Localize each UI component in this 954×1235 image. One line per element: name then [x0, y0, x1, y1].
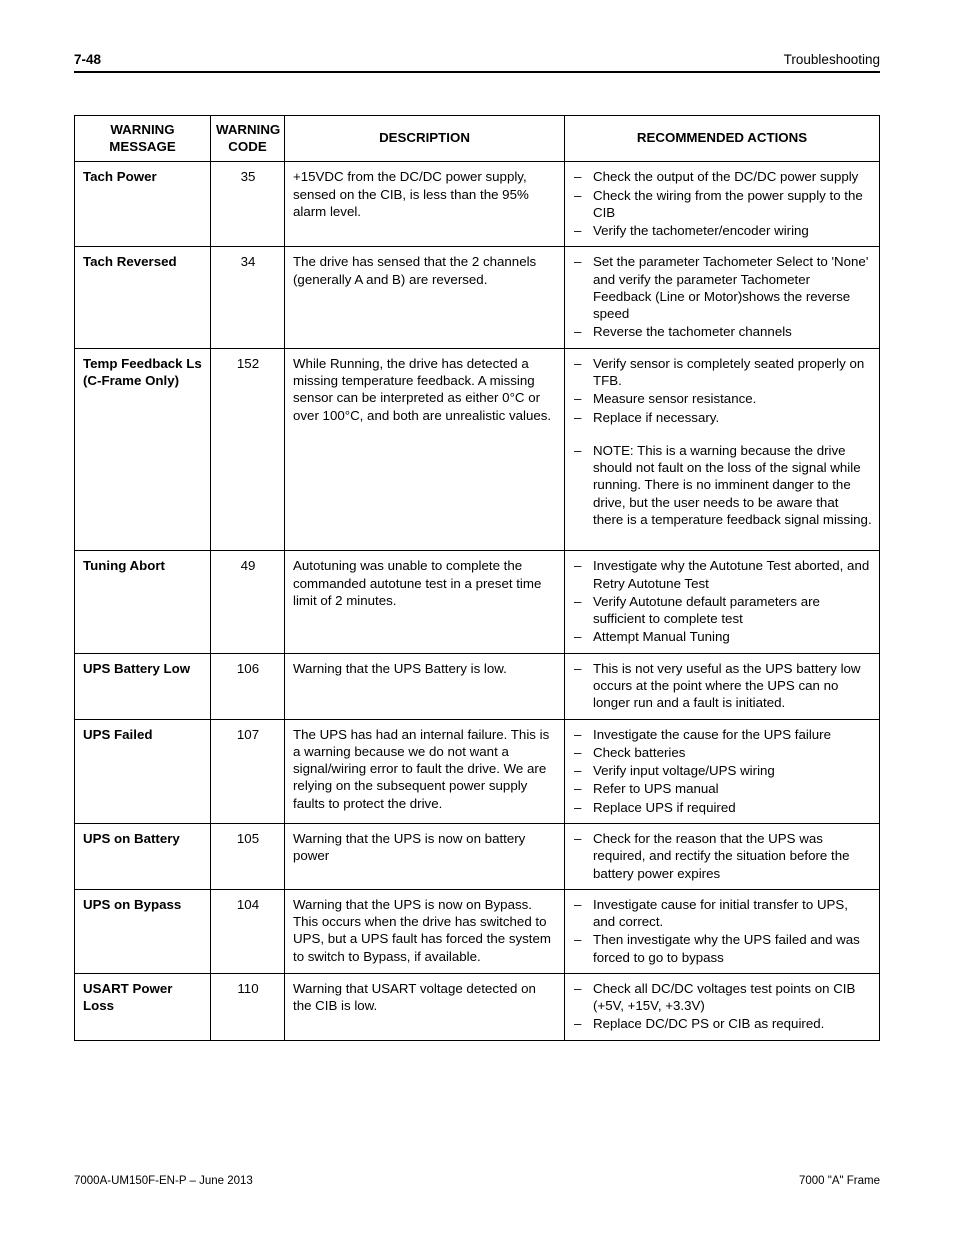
footer-right: 7000 "A" Frame: [799, 1175, 880, 1187]
action-item: Check all DC/DC voltages test points on …: [571, 980, 872, 1015]
recommended-actions: Check the output of the DC/DC power supp…: [565, 162, 880, 247]
header-code: WARNING CODE: [211, 116, 285, 162]
action-item: Check for the reason that the UPS was re…: [571, 830, 872, 882]
action-list: This is not very useful as the UPS batte…: [571, 660, 872, 712]
warning-description: Warning that the UPS Battery is low.: [285, 653, 565, 719]
action-item: Investigate the cause for the UPS failur…: [571, 726, 872, 743]
warning-message: UPS Failed: [75, 719, 211, 823]
warning-table: WARNING MESSAGE WARNING CODE DESCRIPTION…: [74, 115, 880, 1041]
warning-message: Tuning Abort: [75, 551, 211, 653]
warning-code: 107: [211, 719, 285, 823]
action-item: Replace UPS if required: [571, 799, 872, 816]
table-row: UPS Battery Low106Warning that the UPS B…: [75, 653, 880, 719]
warning-code: 152: [211, 348, 285, 551]
header-actions: RECOMMENDED ACTIONS: [565, 116, 880, 162]
action-item: Attempt Manual Tuning: [571, 628, 872, 645]
recommended-actions: Verify sensor is completely seated prope…: [565, 348, 880, 551]
action-list: Check the output of the DC/DC power supp…: [571, 168, 872, 239]
warning-description: +15VDC from the DC/DC power supply, sens…: [285, 162, 565, 247]
recommended-actions: Set the parameter Tachometer Select to '…: [565, 247, 880, 348]
table-row: USART Power Loss110Warning that USART vo…: [75, 973, 880, 1040]
warning-code: 110: [211, 973, 285, 1040]
warning-description: Warning that the UPS is now on battery p…: [285, 823, 565, 889]
header-rule: [74, 71, 880, 73]
recommended-actions: Check for the reason that the UPS was re…: [565, 823, 880, 889]
action-list: Investigate cause for initial transfer t…: [571, 896, 872, 966]
page: 7-48 Troubleshooting WARNING MESSAGE WAR…: [0, 0, 954, 1235]
action-item: NOTE: This is a warning because the driv…: [571, 442, 872, 528]
section-title: Troubleshooting: [784, 52, 880, 67]
action-list: Check for the reason that the UPS was re…: [571, 830, 872, 882]
header-description: DESCRIPTION: [285, 116, 565, 162]
recommended-actions: Investigate the cause for the UPS failur…: [565, 719, 880, 823]
action-item: Investigate cause for initial transfer t…: [571, 896, 872, 931]
footer-left: 7000A-UM150F-EN-P – June 2013: [74, 1175, 253, 1187]
action-item: This is not very useful as the UPS batte…: [571, 660, 872, 712]
recommended-actions: This is not very useful as the UPS batte…: [565, 653, 880, 719]
page-header: 7-48 Troubleshooting: [74, 52, 880, 67]
warning-message: UPS on Bypass: [75, 889, 211, 973]
action-item: Then investigate why the UPS failed and …: [571, 931, 872, 966]
action-item: Replace DC/DC PS or CIB as required.: [571, 1015, 872, 1032]
warning-description: The drive has sensed that the 2 channels…: [285, 247, 565, 348]
warning-message: UPS Battery Low: [75, 653, 211, 719]
action-list: Check all DC/DC voltages test points on …: [571, 980, 872, 1033]
action-item: Verify input voltage/UPS wiring: [571, 762, 872, 779]
action-list: Investigate why the Autotune Test aborte…: [571, 557, 872, 645]
action-item: [571, 427, 872, 441]
warning-description: Warning that USART voltage detected on t…: [285, 973, 565, 1040]
warning-message: UPS on Battery: [75, 823, 211, 889]
warning-message: Tach Power: [75, 162, 211, 247]
warning-message: Temp Feedback Ls (C-Frame Only): [75, 348, 211, 551]
action-item: Measure sensor resistance.: [571, 390, 872, 407]
table-header-row: WARNING MESSAGE WARNING CODE DESCRIPTION…: [75, 116, 880, 162]
warning-code: 106: [211, 653, 285, 719]
action-list: Investigate the cause for the UPS failur…: [571, 726, 872, 816]
action-item: Check batteries: [571, 744, 872, 761]
table-row: Tuning Abort49Autotuning was unable to c…: [75, 551, 880, 653]
action-item: Refer to UPS manual: [571, 780, 872, 797]
action-list: Set the parameter Tachometer Select to '…: [571, 253, 872, 340]
warning-description: Warning that the UPS is now on Bypass. T…: [285, 889, 565, 973]
action-item: [571, 529, 872, 543]
recommended-actions: Investigate why the Autotune Test aborte…: [565, 551, 880, 653]
action-item: Verify the tachometer/encoder wiring: [571, 222, 872, 239]
warning-code: 34: [211, 247, 285, 348]
header-message: WARNING MESSAGE: [75, 116, 211, 162]
table-row: Temp Feedback Ls (C-Frame Only)152While …: [75, 348, 880, 551]
action-item: Replace if necessary.: [571, 409, 872, 426]
warning-code: 35: [211, 162, 285, 247]
action-list: Verify sensor is completely seated prope…: [571, 355, 872, 544]
warning-message: USART Power Loss: [75, 973, 211, 1040]
page-footer: 7000A-UM150F-EN-P – June 2013 7000 "A" F…: [74, 1175, 880, 1187]
table-row: UPS on Bypass104Warning that the UPS is …: [75, 889, 880, 973]
warning-description: While Running, the drive has detected a …: [285, 348, 565, 551]
warning-code: 104: [211, 889, 285, 973]
warning-message: Tach Reversed: [75, 247, 211, 348]
action-item: Set the parameter Tachometer Select to '…: [571, 253, 872, 322]
page-number: 7-48: [74, 52, 101, 67]
warning-description: Autotuning was unable to complete the co…: [285, 551, 565, 653]
action-item: Verify Autotune default parameters are s…: [571, 593, 872, 628]
warning-code: 105: [211, 823, 285, 889]
action-item: Investigate why the Autotune Test aborte…: [571, 557, 872, 592]
action-item: Reverse the tachometer channels: [571, 323, 872, 340]
table-row: Tach Power35+15VDC from the DC/DC power …: [75, 162, 880, 247]
table-row: Tach Reversed34The drive has sensed that…: [75, 247, 880, 348]
action-item: Verify sensor is completely seated prope…: [571, 355, 872, 390]
recommended-actions: Investigate cause for initial transfer t…: [565, 889, 880, 973]
table-row: UPS on Battery105Warning that the UPS is…: [75, 823, 880, 889]
table-row: UPS Failed107The UPS has had an internal…: [75, 719, 880, 823]
action-item: Check the wiring from the power supply t…: [571, 187, 872, 222]
warning-description: The UPS has had an internal failure. Thi…: [285, 719, 565, 823]
action-item: Check the output of the DC/DC power supp…: [571, 168, 872, 185]
recommended-actions: Check all DC/DC voltages test points on …: [565, 973, 880, 1040]
warning-code: 49: [211, 551, 285, 653]
